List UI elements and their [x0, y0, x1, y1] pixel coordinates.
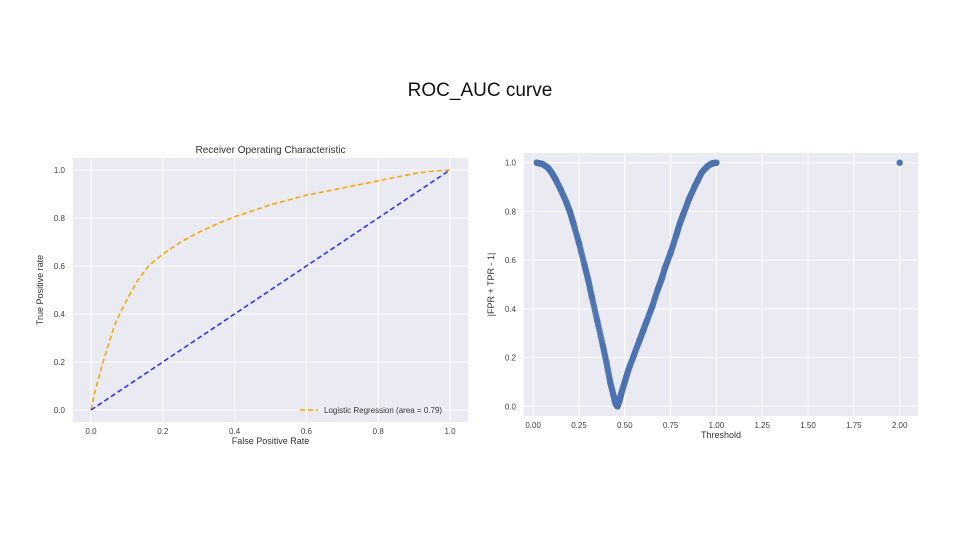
scatter-point: [557, 186, 564, 193]
x-tick-label: 2.00: [892, 421, 908, 430]
scatter-point: [713, 159, 720, 166]
x-tick-label: 0.4: [229, 427, 241, 436]
scatter-point: [584, 276, 592, 283]
scatter-point: [685, 196, 693, 203]
scatter-point: [616, 398, 623, 405]
scatter-point: [896, 159, 903, 166]
scatter-point: [654, 286, 661, 293]
scatter-point: [533, 159, 540, 166]
scatter-point: [630, 351, 638, 359]
scatter-point: [649, 303, 656, 310]
x-tick-label: 0.0: [85, 427, 97, 436]
scatter-point: [594, 317, 601, 325]
x-tick-label: 0.50: [617, 421, 633, 430]
chart-title: Receiver Operating Characteristic: [195, 145, 345, 156]
x-tick-label: 0.2: [157, 427, 169, 436]
y-axis-label: True Positive rate: [35, 255, 45, 325]
y-tick-label: 0.8: [505, 207, 517, 216]
scatter-point: [617, 390, 625, 398]
scatter-point: [581, 261, 588, 269]
scatter-point: [676, 220, 683, 227]
y-tick-label: 0.6: [54, 262, 66, 271]
scatter-point: [667, 249, 674, 256]
scatter-point: [552, 175, 559, 182]
y-tick-label: 0.0: [54, 406, 66, 415]
scatter-point: [599, 342, 606, 349]
scatter-point: [636, 337, 643, 344]
scatter-point: [610, 393, 617, 400]
x-tick-label: 0.00: [525, 421, 541, 430]
scatter-point: [661, 264, 669, 271]
scatter-point: [680, 210, 687, 218]
x-tick-label: 1.25: [754, 421, 770, 430]
y-tick-label: 0.0: [505, 402, 517, 411]
scatter-point: [691, 183, 698, 191]
scatter-point: [544, 164, 551, 171]
scatter-point: [698, 169, 705, 176]
x-tick-label: 0.8: [373, 427, 385, 436]
y-axis-label: |FPR + TPR - 1|: [486, 253, 496, 317]
x-tick-label: 1.00: [709, 421, 725, 430]
x-tick-label: 0.6: [301, 427, 313, 436]
scatter-point: [575, 239, 583, 247]
scatter-point: [621, 378, 628, 386]
x-tick-label: 0.25: [571, 421, 587, 430]
roc-curve-line: [90, 169, 451, 411]
scatter-point: [603, 359, 610, 366]
scatter-point: [562, 198, 570, 205]
x-tick-label: 1.0: [444, 427, 456, 436]
x-tick-label: 1.50: [800, 421, 816, 430]
scatter-point: [548, 169, 555, 176]
y-tick-label: 0.4: [505, 305, 517, 314]
scatter-point: [606, 378, 614, 386]
y-tick-label: 0.8: [54, 214, 66, 223]
legend-label: Logistic Regression (area = 0.79): [324, 406, 442, 415]
scatter-point: [566, 208, 573, 215]
scatter-point: [694, 176, 702, 183]
x-axis-label: False Positive Rate: [232, 436, 310, 446]
y-tick-label: 1.0: [54, 166, 66, 175]
x-axis-label: Threshold: [701, 430, 741, 440]
scatter-point: [639, 327, 647, 334]
y-tick-label: 0.6: [505, 256, 517, 265]
scatter-point: [588, 293, 595, 300]
scatter-point: [539, 160, 546, 168]
plot-area: [524, 153, 918, 416]
scatter-point: [658, 276, 665, 283]
slide-title: ROC_AUC curve: [407, 80, 553, 101]
scatter-point: [570, 220, 577, 227]
scatter-point: [672, 232, 680, 239]
y-tick-label: 0.2: [505, 354, 517, 363]
scatter-point: [625, 366, 632, 373]
x-tick-label: 0.75: [663, 421, 679, 430]
y-tick-label: 0.4: [54, 310, 66, 319]
y-tick-label: 0.2: [54, 358, 66, 367]
scatter-point: [643, 317, 650, 325]
x-tick-label: 1.75: [846, 421, 862, 430]
y-tick-label: 1.0: [505, 159, 517, 168]
scatter-point: [614, 403, 621, 410]
